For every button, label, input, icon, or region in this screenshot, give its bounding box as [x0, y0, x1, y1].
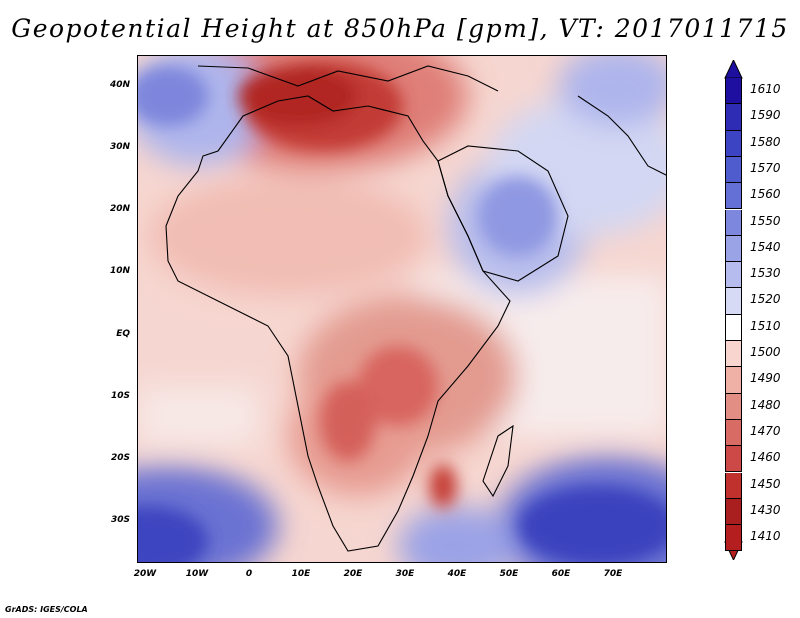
colorbar-swatch: [725, 367, 742, 394]
colorbar-swatch: [725, 498, 742, 526]
lon-label-40e: 40E: [447, 569, 467, 579]
lon-label-30e: 30E: [395, 569, 415, 579]
colorbar-label: 1460: [750, 450, 781, 465]
colorbar-label: 1500: [750, 345, 781, 359]
colorbar-label: 1470: [750, 423, 781, 438]
colorbar-label: 1610: [750, 82, 781, 96]
lat-label-30n: 30N: [109, 142, 130, 152]
colorbar-label: 1560: [750, 187, 781, 202]
lat-label-20n: 20N: [109, 204, 130, 214]
colorbar-swatch: [725, 235, 742, 263]
lat-label-30s: 30S: [110, 515, 130, 525]
colorbar-swatch: [725, 446, 742, 473]
coastlines: [165, 65, 666, 552]
lat-label-eq: EQ: [116, 329, 130, 339]
lon-label-20e: 20E: [343, 569, 363, 579]
colorbar-label: 1580: [750, 134, 781, 149]
colorbar-label: 1550: [750, 213, 781, 228]
lon-label-20w: 20W: [133, 569, 157, 579]
grads-credit: GrADS: IGES/COLA: [5, 605, 88, 614]
colorbar-swatch: [725, 525, 742, 552]
map-title: Geopotential Height at 850hPa [gpm], VT:…: [11, 14, 789, 43]
colorbar-label: 1450: [750, 476, 781, 491]
colorbar-swatch: [725, 156, 742, 184]
colorbar-swatch: [725, 262, 742, 289]
colorbar-label: 1590: [750, 108, 781, 123]
lon-label-60e: 60E: [551, 569, 571, 579]
colorbar-swatch: [725, 78, 742, 105]
colorbar-label: 1490: [750, 371, 781, 386]
colorbar-label: 1430: [750, 502, 781, 517]
colorbar-label: 1540: [750, 239, 781, 254]
lat-label-10s: 10S: [110, 391, 130, 401]
colorbar-label: 1510: [750, 318, 781, 333]
colorbar-swatch: [725, 104, 742, 131]
lon-label-0: 0: [245, 569, 253, 579]
lat-label-20s: 20S: [110, 453, 130, 463]
colorbar-label: 1520: [750, 292, 781, 307]
geopotential-field: [138, 56, 666, 562]
lon-label-50e: 50E: [499, 569, 519, 579]
colorbar-swatch: [725, 393, 742, 420]
colorbar-swatch: [725, 472, 742, 499]
lat-label-10n: 10N: [109, 266, 130, 276]
colorbar: 1610 1590 1580 1570 1560 1550 1540 1530 1520 1510…: [720, 60, 800, 560]
map-plot-area: [137, 55, 667, 563]
colorbar-swatch: [725, 341, 742, 368]
colorbar-label: 1530: [750, 266, 781, 281]
colorbar-swatch: [725, 209, 742, 236]
lon-label-10w: 10W: [185, 569, 209, 579]
lon-label-70e: 70E: [603, 569, 623, 579]
colorbar-swatch: [725, 288, 742, 315]
lat-label-40n: 40N: [109, 80, 130, 90]
colorbar-swatch: [725, 419, 742, 447]
colorbar-label: 1570: [750, 160, 781, 175]
lon-label-10e: 10E: [291, 569, 311, 579]
colorbar-swatch: [725, 183, 742, 210]
colorbar-label: 1410: [750, 529, 781, 544]
colorbar-swatch: [725, 314, 742, 341]
colorbar-label: 1480: [750, 397, 781, 412]
colorbar-swatch: [725, 130, 742, 157]
